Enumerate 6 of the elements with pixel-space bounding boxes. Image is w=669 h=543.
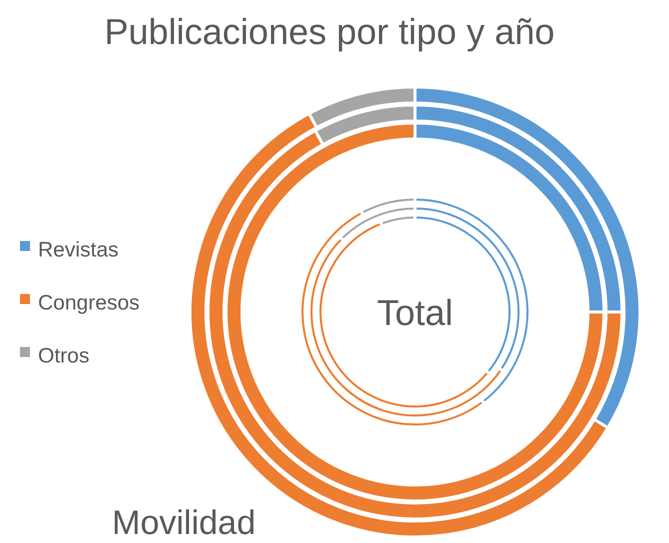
text: Total: [376, 292, 454, 333]
legend-label: Congresos: [38, 292, 140, 315]
text: Movilidad: [112, 504, 256, 542]
chart-title: Publicaciones por tipo y año: [104, 11, 555, 52]
legend-label: Otros: [38, 344, 90, 368]
legend-label: Revistas: [38, 238, 119, 262]
